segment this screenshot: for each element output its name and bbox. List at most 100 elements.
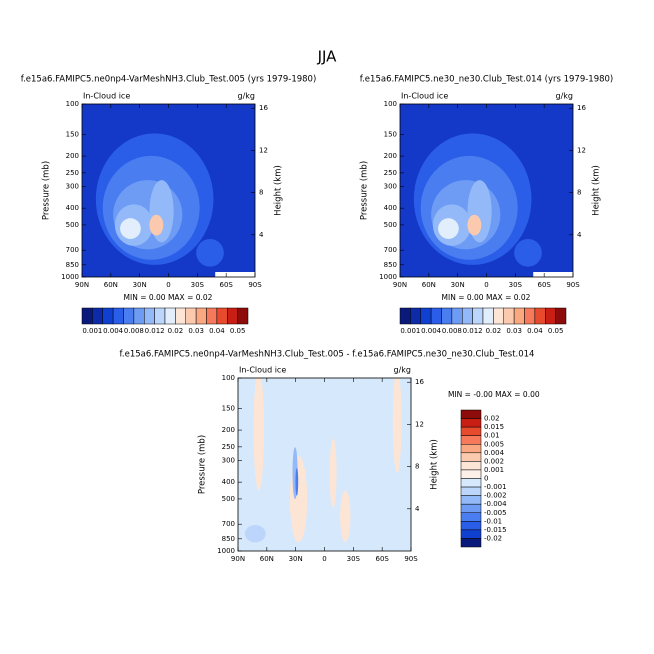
y-tick-label: 500 xyxy=(66,221,79,229)
colorbar-label: 0.015 xyxy=(484,423,504,431)
x-tick-label: 0 xyxy=(322,555,326,563)
panel-title: f.e15a6.FAMIPC5.ne0np4-VarMeshNH3.Club_T… xyxy=(21,75,317,85)
colorbar-label: 0.03 xyxy=(188,327,204,335)
colorbar-box xyxy=(460,503,482,513)
x-tick-label: 30S xyxy=(191,281,205,289)
colorbar-box xyxy=(399,307,411,325)
colorbar-label: 0.001 xyxy=(400,327,420,335)
colorbar-box xyxy=(460,469,482,479)
colorbar-box xyxy=(195,307,207,325)
y2-tick-label: 12 xyxy=(259,146,268,154)
y-tick-label: 150 xyxy=(222,404,235,412)
y-tick-label: 200 xyxy=(222,426,235,434)
colorbar-label: -0.02 xyxy=(484,534,502,542)
contour-region xyxy=(438,218,459,239)
y-tick-label: 1000 xyxy=(379,273,397,281)
y2-tick-label: 4 xyxy=(259,231,264,239)
x-tick-label: 30N xyxy=(289,555,303,563)
colorbar-box xyxy=(420,307,432,325)
colorbar-label: 0.03 xyxy=(506,327,522,335)
colorbar-label: 0.05 xyxy=(548,327,564,335)
field-background xyxy=(238,378,411,551)
y-axis-label: Pressure (mb) xyxy=(42,161,52,220)
contour-region xyxy=(120,218,141,239)
y-tick-label: 1000 xyxy=(61,273,79,281)
colorbar-box xyxy=(430,307,442,325)
stats: MIN = 0.00 MAX = 0.02 xyxy=(124,293,213,302)
colorbar-box xyxy=(237,307,249,325)
colorbar-box xyxy=(144,307,155,325)
y2-tick-label: 16 xyxy=(577,104,586,112)
colorbar-label: 0.02 xyxy=(486,327,502,335)
x-tick-label: 30S xyxy=(509,281,523,289)
figure-title: JJA xyxy=(317,48,338,66)
colorbar-label: 0.001 xyxy=(484,466,504,474)
x-tick-label: 30N xyxy=(133,281,147,289)
y-tick-label: 300 xyxy=(66,183,79,191)
y-axis-label: Pressure (mb) xyxy=(360,161,370,220)
colorbar-label: 0.02 xyxy=(484,415,500,423)
colorbar-label: -0.001 xyxy=(484,483,507,491)
contour-region xyxy=(149,214,164,236)
y-axis-label: Pressure (mb) xyxy=(198,435,208,494)
x-tick-label: 60N xyxy=(422,281,436,289)
x-tick-label: 30S xyxy=(347,555,361,563)
contour-region xyxy=(295,467,299,496)
panel: f.e15a6.FAMIPC5.ne30_ne30.Club_Test.014 … xyxy=(360,75,614,336)
colorbar-box xyxy=(462,307,473,325)
x-tick-label: 0 xyxy=(484,281,488,289)
contour-region xyxy=(340,490,351,543)
right-label: g/kg xyxy=(556,92,573,101)
colorbar-box xyxy=(472,307,484,325)
stats: MIN = 0.00 MAX = 0.02 xyxy=(442,293,531,302)
colorbar-label: -0.01 xyxy=(484,517,502,525)
colorbar-box xyxy=(555,307,567,325)
y-tick-label: 100 xyxy=(66,100,79,108)
colorbar-box xyxy=(460,529,482,539)
contour-region xyxy=(514,238,542,267)
y-tick-label: 850 xyxy=(222,535,235,543)
panel-title: f.e15a6.FAMIPC5.ne0np4-VarMeshNH3.Club_T… xyxy=(120,350,535,360)
stats: MIN = -0.00 MAX = 0.00 xyxy=(448,390,540,399)
y-tick-label: 100 xyxy=(222,374,235,382)
colorbar-box xyxy=(133,307,145,325)
y2-tick-label: 12 xyxy=(577,146,586,154)
contour-region xyxy=(329,438,337,508)
colorbar-label: -0.015 xyxy=(484,526,507,534)
y-tick-label: 500 xyxy=(222,495,235,503)
y2-tick-label: 4 xyxy=(415,505,420,513)
colorbar-label: 0.04 xyxy=(527,327,543,335)
contour-region xyxy=(253,378,264,491)
colorbar-box xyxy=(513,307,525,325)
colorbar-label: 0.02 xyxy=(168,327,184,335)
colorbar-box xyxy=(460,426,482,436)
y-tick-label: 250 xyxy=(384,169,397,177)
left-label: In-Cloud ice xyxy=(401,92,448,101)
y2-tick-label: 4 xyxy=(577,231,582,239)
contour-field xyxy=(400,104,573,277)
missing-region xyxy=(215,272,255,277)
colorbar-label: 0.004 xyxy=(103,327,124,335)
y2-axis-label: Height (km) xyxy=(592,165,602,216)
colorbar-box xyxy=(164,307,176,325)
y2-tick-label: 16 xyxy=(259,104,268,112)
colorbar-box xyxy=(206,307,218,325)
y-tick-label: 100 xyxy=(384,100,397,108)
y2-axis-label: Height (km) xyxy=(274,165,284,216)
y-tick-label: 300 xyxy=(384,183,397,191)
colorbar-label: 0.04 xyxy=(209,327,225,335)
colorbar-box xyxy=(123,307,135,325)
contour-region xyxy=(467,214,482,236)
contour-field xyxy=(82,104,255,277)
x-tick-label: 60N xyxy=(104,281,118,289)
colorbar-box xyxy=(216,307,228,325)
contour-region xyxy=(196,238,224,267)
contour-region xyxy=(392,378,402,474)
panel: f.e15a6.FAMIPC5.ne0np4-VarMeshNH3.Club_T… xyxy=(21,75,317,336)
colorbar-box xyxy=(154,307,166,325)
y-tick-label: 200 xyxy=(66,152,79,160)
colorbar-box xyxy=(92,307,103,325)
colorbar-box xyxy=(482,307,494,325)
colorbar-box xyxy=(534,307,546,325)
x-tick-label: 60N xyxy=(260,555,274,563)
